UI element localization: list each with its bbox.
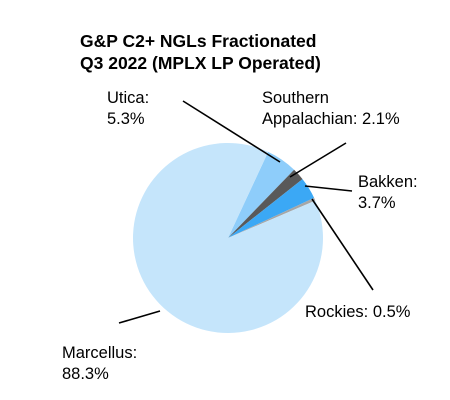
slice-label: Utica: 5.3%: [107, 88, 149, 130]
value-label: 2.1%: [362, 110, 400, 128]
leader-line: [304, 185, 353, 192]
pie-slice: [228, 151, 295, 238]
leader-line: [289, 142, 347, 178]
value-label: 88.3%: [62, 365, 109, 383]
pie-slice: [228, 197, 316, 238]
chart-title: G&P C2+ NGLs Fractionated Q3 2022 (MPLX …: [80, 31, 321, 73]
pie-slice: [228, 169, 303, 238]
slices: [133, 143, 323, 333]
category-label: Utica:: [107, 89, 150, 107]
pie-slice: [228, 179, 315, 238]
leader-line: [118, 310, 161, 324]
slice-label: Marcellus: 88.3%: [62, 343, 137, 385]
leader-line: [311, 198, 374, 291]
slice-label: Southern Appalachian: 2.1%: [262, 88, 400, 130]
value-label: 3.7%: [358, 194, 396, 212]
slice-label: Bakken: 3.7%: [358, 172, 418, 214]
category-label: Southern Appalachian:: [262, 89, 358, 128]
value-label: 0.5%: [372, 303, 411, 321]
value-label: 5.3%: [107, 110, 145, 128]
leader-lines: [118, 100, 374, 324]
leader-line: [182, 100, 281, 163]
slice-label: Rockies: 0.5%: [305, 302, 410, 323]
category-label: Rockies:: [305, 303, 369, 321]
pie-slice: [133, 143, 323, 333]
category-label: Bakken:: [358, 173, 418, 191]
category-label: Marcellus:: [62, 344, 138, 362]
